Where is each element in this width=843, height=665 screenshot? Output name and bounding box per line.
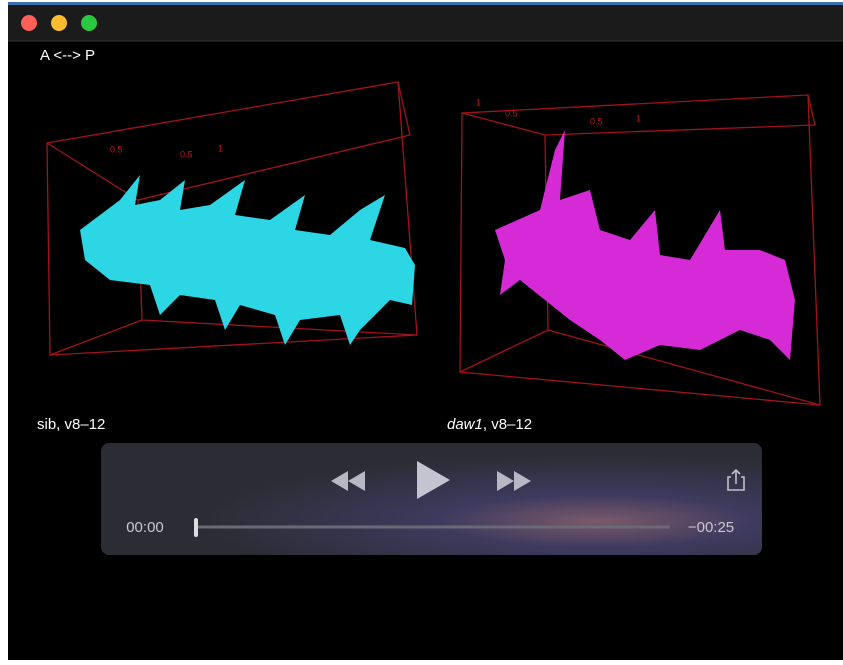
axis-label: 0.5 bbox=[180, 149, 193, 159]
elapsed-time: 00:00 bbox=[126, 519, 164, 536]
specimen-render bbox=[495, 130, 795, 360]
axis-label: 1 bbox=[636, 113, 641, 123]
caption-text: sib, v8–12 bbox=[37, 416, 105, 433]
caption-text: , v8–12 bbox=[483, 416, 532, 433]
axis-label: 0.5 bbox=[590, 116, 603, 126]
zoom-button[interactable] bbox=[81, 15, 97, 31]
axis-label: 1 bbox=[218, 143, 223, 153]
axis-label: 0.5 bbox=[505, 108, 518, 118]
panel-caption: daw1, v8–12 bbox=[447, 416, 532, 433]
fast-forward-button[interactable] bbox=[497, 471, 531, 491]
panel-caption: sib, v8–12 bbox=[37, 416, 105, 433]
orientation-label: A <--> P bbox=[40, 47, 95, 64]
play-button[interactable] bbox=[417, 461, 450, 499]
rewind-button[interactable] bbox=[331, 471, 365, 491]
specimen-render bbox=[80, 175, 415, 345]
axis-label: 0.5 bbox=[110, 144, 123, 154]
minimize-button[interactable] bbox=[51, 15, 67, 31]
progress-knob[interactable] bbox=[194, 518, 198, 537]
close-button[interactable] bbox=[21, 15, 37, 31]
title-bar bbox=[8, 5, 843, 41]
axis-label: 1 bbox=[476, 97, 481, 107]
caption-italic: daw1 bbox=[447, 416, 483, 433]
player-controls: 00:00 −00:25 bbox=[101, 443, 762, 555]
share-button[interactable] bbox=[727, 468, 745, 491]
remaining-time: −00:25 bbox=[688, 519, 734, 536]
